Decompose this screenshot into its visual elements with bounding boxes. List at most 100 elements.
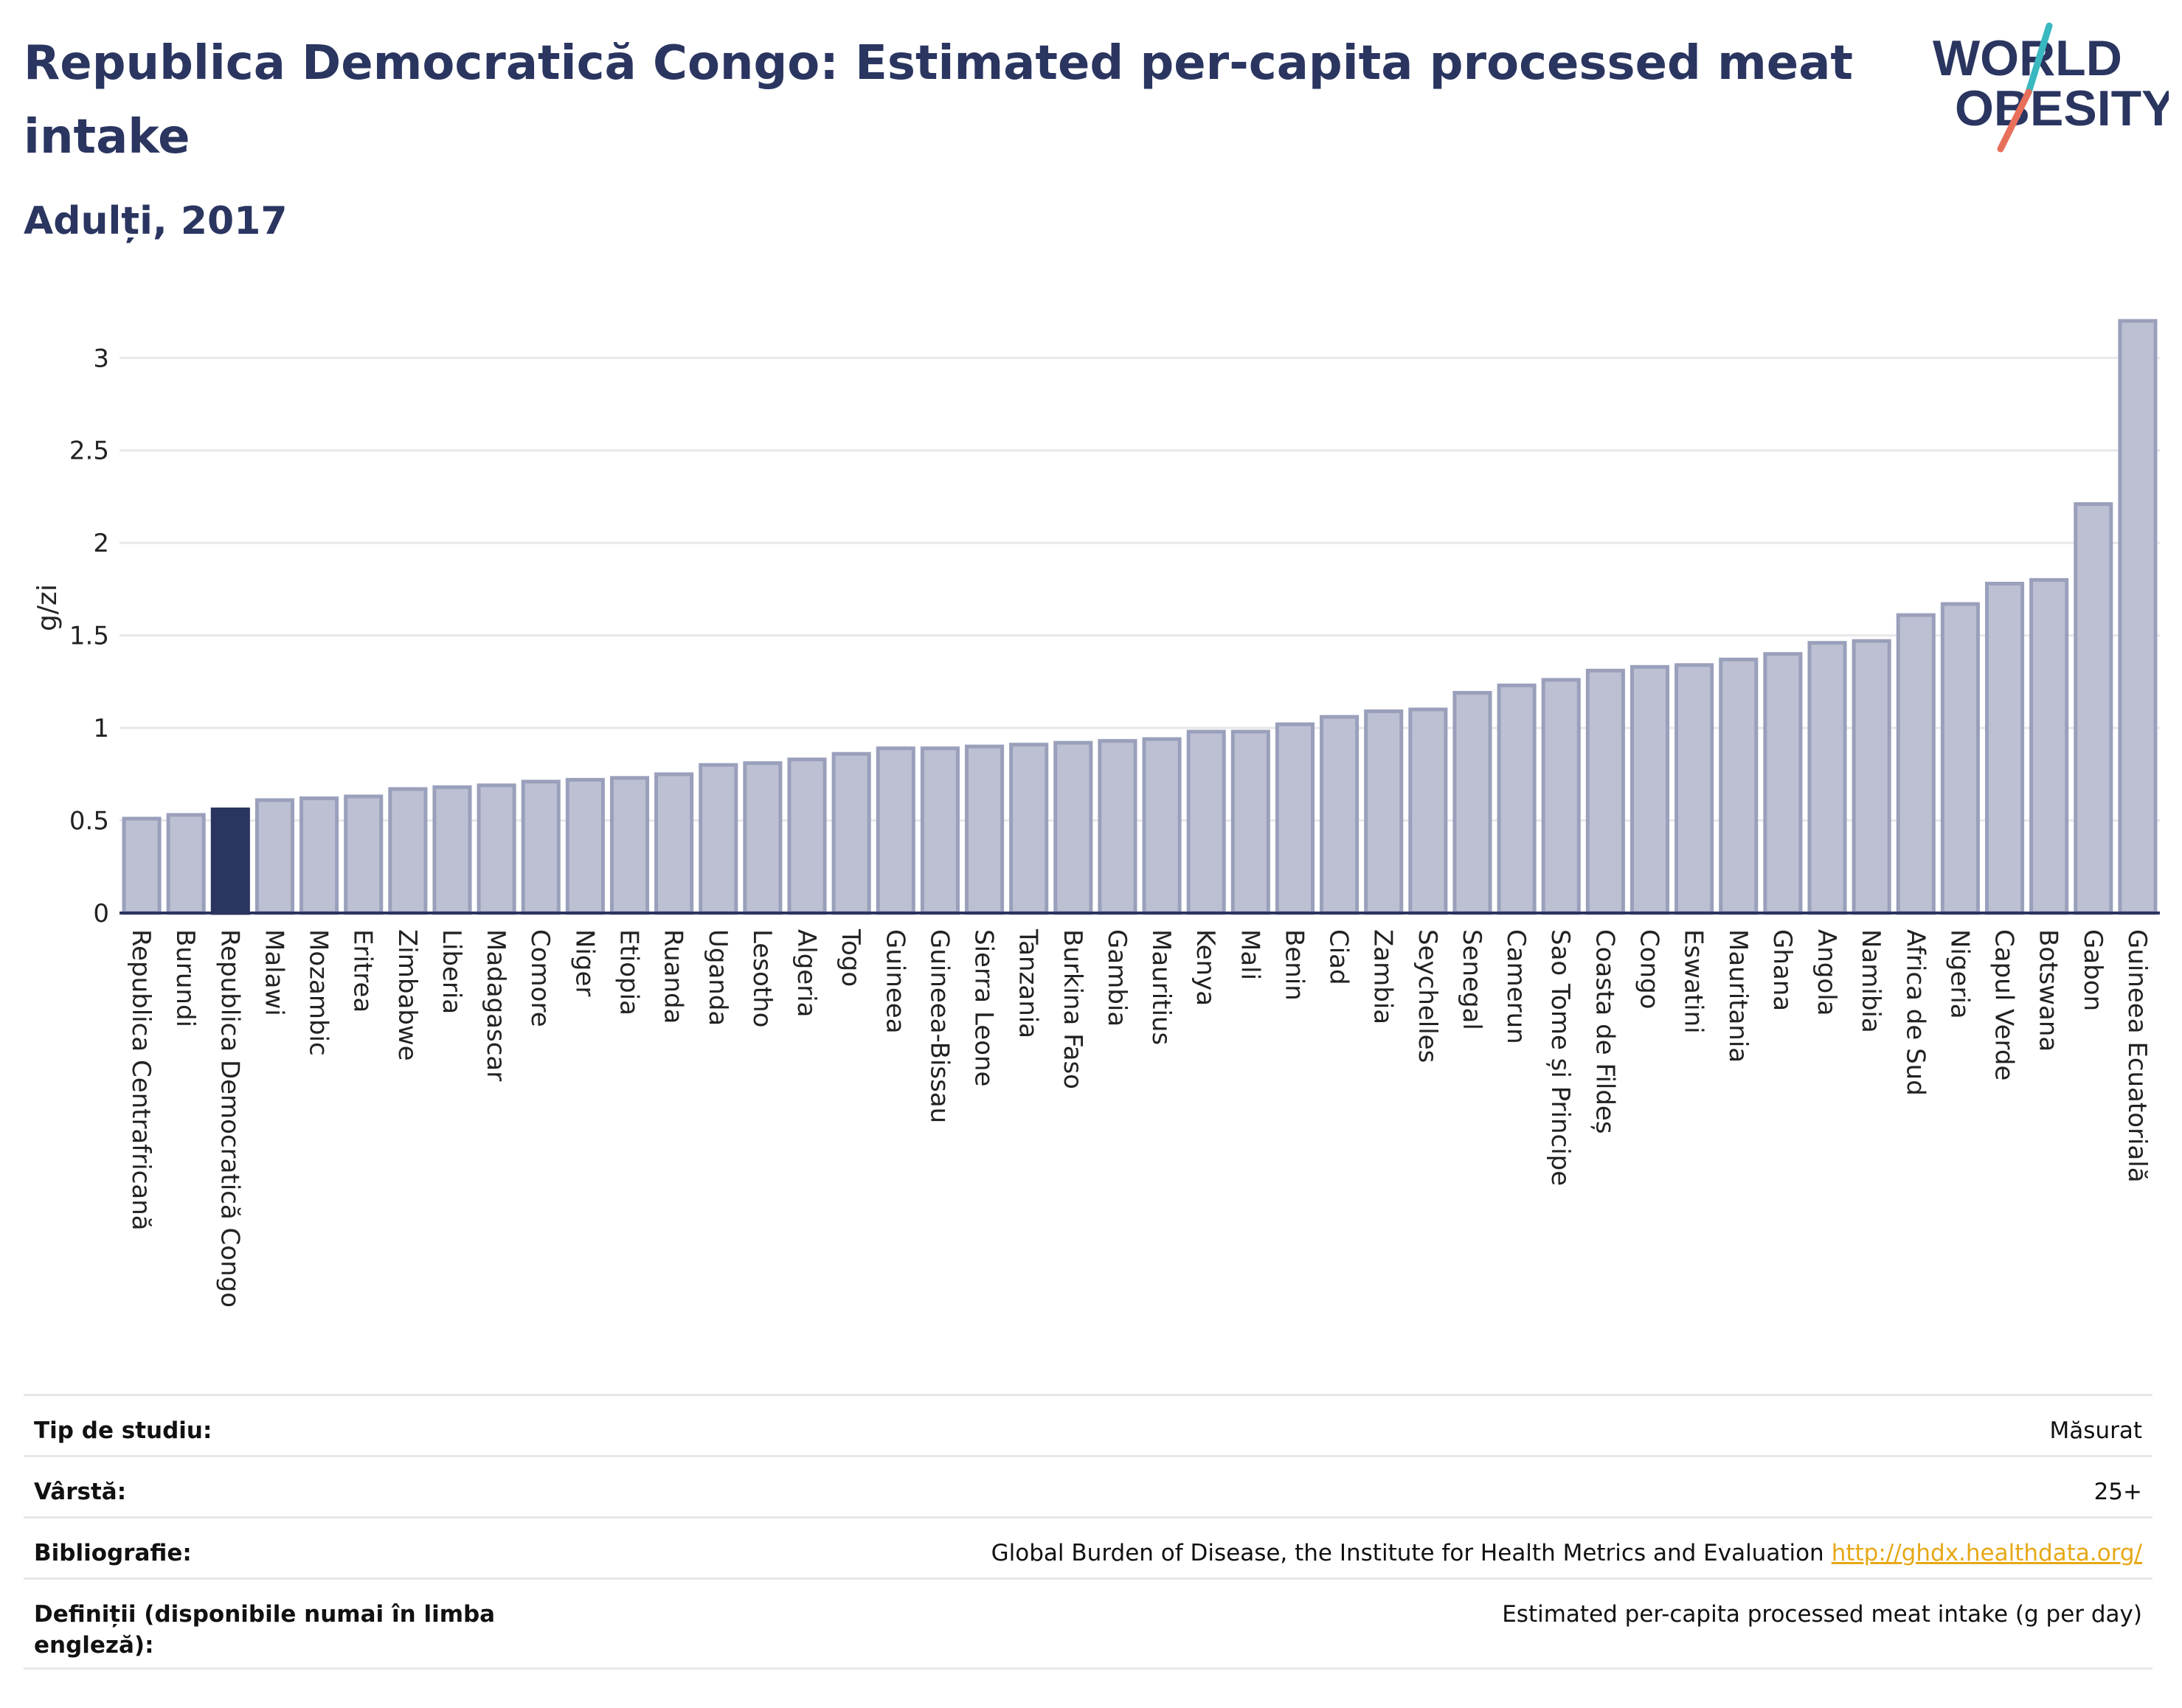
- x-tick-label: Niger: [569, 929, 599, 996]
- bar-chart: 0 0.5 1 1.5 2 2.5 3 g/zi Republica Centrafricană…: [32, 319, 2160, 1308]
- bar-11[interactable]: [609, 776, 650, 915]
- bar-17[interactable]: [876, 746, 915, 915]
- info-label: Definiții (disponibile numai în limba en…: [34, 1601, 496, 1659]
- bar-5[interactable]: [344, 794, 384, 915]
- bar-36[interactable]: [1719, 657, 1759, 915]
- info-value: Măsurat: [2049, 1417, 2142, 1444]
- bar-38[interactable]: [1807, 641, 1847, 915]
- y-tick-label: 2: [93, 529, 109, 558]
- bar-32[interactable]: [1541, 678, 1581, 915]
- info-row-bibliography: Bibliografie: Global Burden of Disease, …: [24, 1516, 2152, 1577]
- bar-4[interactable]: [299, 796, 339, 915]
- x-tick-label: Ciad: [1324, 929, 1354, 985]
- bar-1[interactable]: [166, 813, 206, 915]
- x-tick-label: Sierra Leone: [969, 929, 999, 1086]
- chart-subtitle: Adulți, 2017: [24, 199, 288, 243]
- bar-3[interactable]: [254, 798, 295, 915]
- bar-25[interactable]: [1230, 729, 1270, 915]
- x-tick-label: Algeria: [792, 929, 821, 1017]
- bar-9[interactable]: [521, 780, 561, 915]
- bar-39[interactable]: [1852, 639, 1891, 915]
- x-tick-label: Angola: [1812, 929, 1841, 1016]
- bar-40[interactable]: [1896, 613, 1936, 915]
- info-row-age: Vârstă: 25+: [24, 1455, 2152, 1516]
- info-label: Tip de studiu:: [34, 1417, 212, 1444]
- info-table: Tip de studiu: Măsurat Vârstă: 25+ Bibli…: [24, 1394, 2152, 1670]
- bar-0[interactable]: [122, 816, 162, 915]
- x-tick-label: Mozambic: [304, 929, 333, 1056]
- bar-42[interactable]: [1984, 581, 2025, 915]
- bar-33[interactable]: [1585, 668, 1625, 915]
- x-tick-label: Camerun: [1501, 929, 1531, 1044]
- source-link[interactable]: http://ghdx.healthdata.org/: [1831, 1540, 2142, 1566]
- y-tick-label: 0.5: [69, 807, 109, 836]
- bar-44[interactable]: [2074, 501, 2113, 915]
- x-tick-label: Gambia: [1102, 929, 1132, 1027]
- bar-14[interactable]: [743, 761, 783, 915]
- bar-6[interactable]: [388, 787, 428, 915]
- bar-16[interactable]: [831, 751, 871, 915]
- x-tick-label: Uganda: [703, 929, 732, 1026]
- bar-31[interactable]: [1497, 683, 1537, 915]
- x-tick-label: Botswana: [2034, 929, 2063, 1052]
- y-tick-label: 3: [93, 344, 109, 373]
- bar-29[interactable]: [1408, 707, 1448, 915]
- logo-slash-teal: [2025, 22, 2053, 96]
- bar-10[interactable]: [565, 777, 605, 915]
- info-row-study-type: Tip de studiu: Măsurat: [24, 1394, 2152, 1455]
- x-tick-label: Africa de Sud: [1900, 929, 1930, 1096]
- x-tick-label: Burkina Faso: [1058, 929, 1087, 1089]
- info-label: Vârstă:: [34, 1479, 127, 1505]
- x-tick-label: Capul Verde: [1989, 929, 2019, 1080]
- bar-12[interactable]: [654, 772, 694, 915]
- logo-slash-red: [1997, 88, 2032, 153]
- x-tick-label: Burundi: [170, 929, 200, 1027]
- x-tick-label: Zimbabwe: [392, 929, 422, 1061]
- info-value-wrap: Global Burden of Disease, the Institute …: [991, 1538, 2142, 1569]
- x-tick-label: Sao Tome și Principe: [1545, 929, 1575, 1186]
- bar-35[interactable]: [1674, 663, 1714, 915]
- x-tick-label: Kenya: [1191, 929, 1220, 1006]
- bar-19[interactable]: [964, 744, 1005, 915]
- bar-34[interactable]: [1629, 664, 1670, 915]
- bar-15[interactable]: [787, 757, 827, 915]
- y-axis-label: g/zi: [32, 584, 63, 631]
- x-tick-label: Guineea-Bissau: [924, 929, 954, 1123]
- logo-line1: WORLD: [1933, 30, 2122, 86]
- x-tick-label: Guineea: [880, 929, 910, 1034]
- bar-18[interactable]: [920, 746, 960, 915]
- x-tick-label: Benin: [1279, 929, 1309, 1001]
- bar-23[interactable]: [1142, 737, 1182, 915]
- x-tick-label: Ruanda: [659, 929, 688, 1024]
- bar-45[interactable]: [2118, 319, 2158, 915]
- x-tick-label: Mali: [1235, 929, 1264, 980]
- info-label: Bibliografie:: [34, 1540, 192, 1566]
- x-tick-label: Mauritius: [1146, 929, 1176, 1045]
- x-tick-label: Nigeria: [1944, 929, 1974, 1019]
- x-tick-label: Seychelles: [1413, 929, 1442, 1063]
- chart-title: Republica Democratică Congo: Estimated p…: [24, 36, 1853, 164]
- bar-27[interactable]: [1320, 715, 1360, 915]
- x-tick-label: Coasta de Fildeș: [1590, 929, 1619, 1134]
- bar-13[interactable]: [699, 763, 738, 915]
- bar-30[interactable]: [1452, 690, 1492, 915]
- bar-8[interactable]: [477, 783, 516, 915]
- info-value: Estimated per-capita processed meat inta…: [1502, 1601, 2142, 1628]
- x-tick-label: Liberia: [437, 929, 466, 1014]
- x-tick-label: Republica Centrafricană: [126, 929, 156, 1231]
- x-tick-label: Namibia: [1856, 929, 1885, 1033]
- bar-41[interactable]: [1940, 602, 1980, 915]
- bar-43[interactable]: [2029, 577, 2069, 915]
- bar-26[interactable]: [1275, 722, 1315, 915]
- x-tick-label: Madagascar: [481, 929, 510, 1081]
- bar-28[interactable]: [1364, 709, 1404, 915]
- bar-24[interactable]: [1186, 729, 1226, 915]
- bar-21[interactable]: [1053, 740, 1093, 915]
- bar-37[interactable]: [1763, 652, 1803, 915]
- bar-7[interactable]: [432, 785, 472, 915]
- x-tick-label: Republica Democratică Congo: [215, 929, 244, 1308]
- info-value: Global Burden of Disease, the Institute …: [991, 1540, 1824, 1566]
- bar-2[interactable]: [210, 807, 250, 915]
- bar-20[interactable]: [1009, 743, 1049, 915]
- bar-22[interactable]: [1098, 739, 1137, 915]
